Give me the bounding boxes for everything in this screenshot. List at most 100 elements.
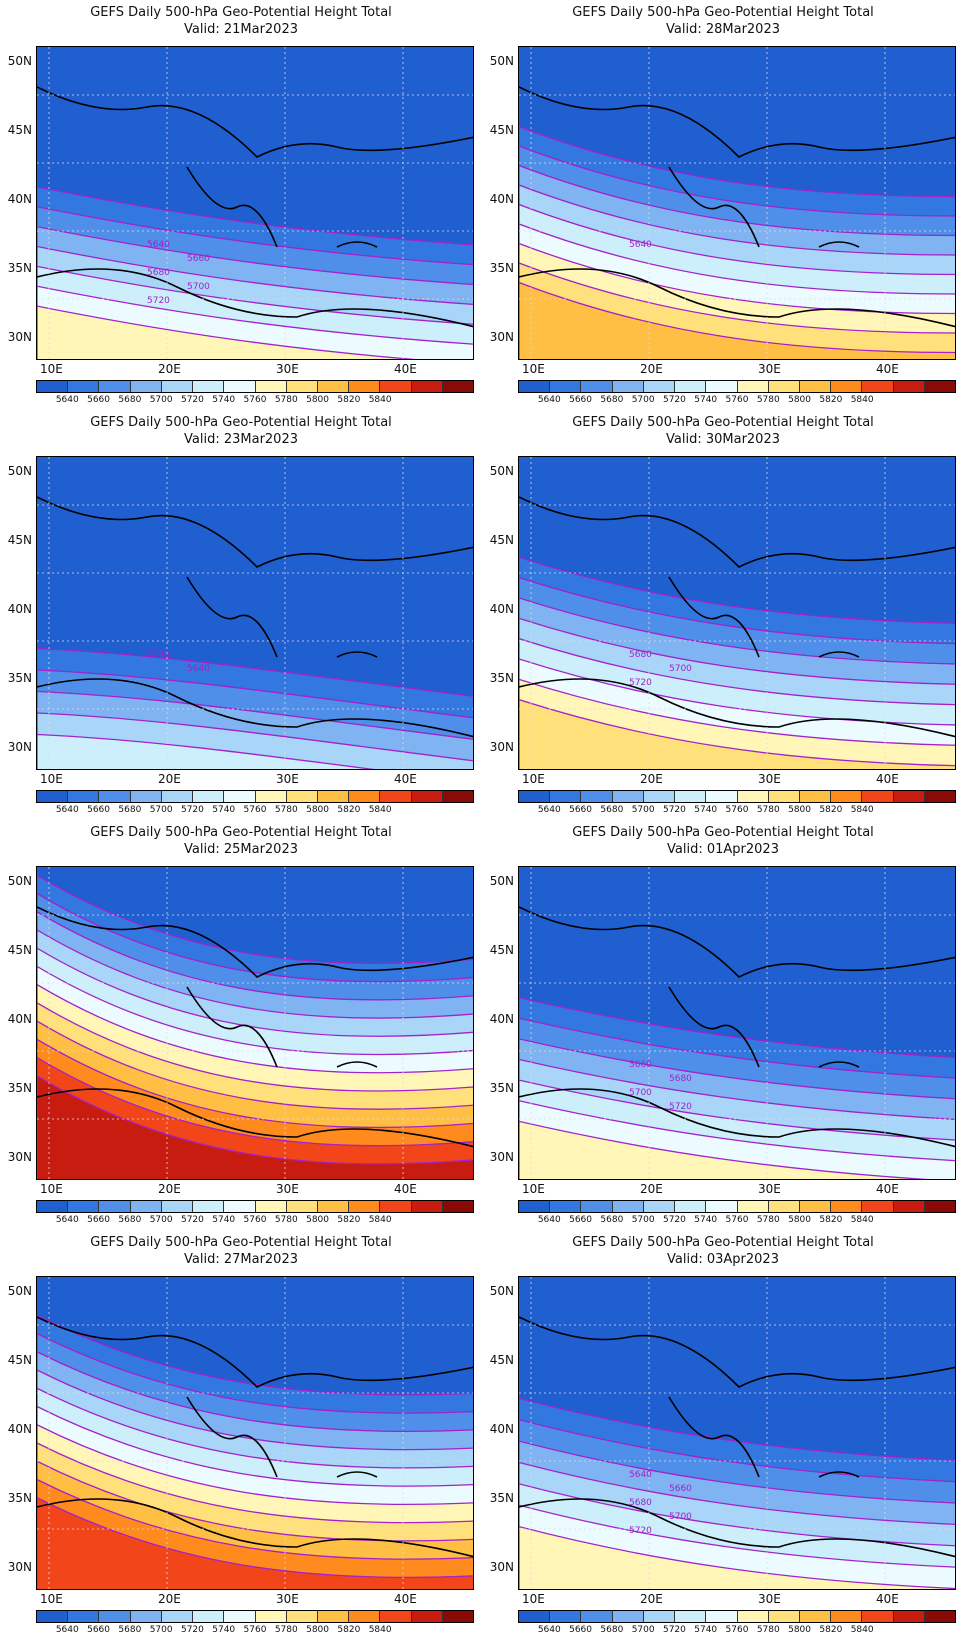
panel-valid-date: Valid: 30Mar2023 (666, 432, 780, 447)
color-bar-swatch (68, 381, 100, 392)
color-bar-swatch (442, 791, 474, 802)
color-bar-label: 5700 (149, 1625, 173, 1635)
color-bar-label: 5840 (850, 395, 874, 405)
color-bar-label: 5800 (788, 1215, 812, 1225)
longitude-label: 20E (640, 362, 663, 376)
color-bar-label: 5840 (368, 1215, 392, 1225)
color-bar-swatch (193, 1611, 225, 1622)
color-bar-label: 5660 (569, 1625, 593, 1635)
color-bar-swatch (161, 1201, 194, 1212)
color-bar-label: 5780 (274, 1625, 298, 1635)
color-bar-label: 5780 (756, 1625, 780, 1635)
color-bar-swatch (99, 381, 131, 392)
latitude-label: 50N (489, 464, 514, 478)
color-bar-label: 5740 (694, 1625, 718, 1635)
color-bar-swatch (68, 791, 100, 802)
panel-title: GEFS Daily 500-hPa Geo-Potential Height … (0, 4, 482, 38)
color-bar-label: 5740 (694, 1215, 718, 1225)
color-bar-label: 5700 (631, 1215, 655, 1225)
map-area: 5640 (518, 46, 956, 360)
longitude-label: 30E (758, 1592, 781, 1606)
color-bar-swatch (442, 1201, 474, 1212)
color-bar-swatch (737, 1201, 769, 1212)
panel-valid-date: Valid: 21Mar2023 (184, 22, 298, 37)
map-panel: GEFS Daily 500-hPa Geo-Potential Height … (0, 410, 482, 820)
latitude-label: 30N (489, 1150, 514, 1164)
color-bar-label: 5780 (274, 1215, 298, 1225)
longitude-label: 40E (394, 772, 417, 786)
panel-title: GEFS Daily 500-hPa Geo-Potential Height … (0, 414, 482, 448)
latitude-label: 35N (489, 1081, 514, 1095)
latitude-label: 45N (489, 533, 514, 547)
color-bar-swatch (224, 791, 256, 802)
color-bar-label: 5840 (850, 1215, 874, 1225)
map-area: 5640 5660 5680 5700 5720 (518, 1276, 956, 1590)
longitude-label: 40E (394, 362, 417, 376)
color-bar-swatch (442, 381, 474, 392)
latitude-label: 45N (7, 533, 32, 547)
field-band (37, 1075, 473, 1179)
color-bar-label: 5640 (537, 1215, 561, 1225)
coastline (519, 906, 955, 1148)
color-bar-label: 5800 (788, 1625, 812, 1635)
latitude-label: 35N (489, 671, 514, 685)
longitude-label: 30E (758, 362, 781, 376)
latitude-label: 45N (7, 943, 32, 957)
height-field (37, 1277, 473, 1589)
coastline (519, 1316, 955, 1558)
color-bar-swatch (37, 791, 69, 802)
color-bar-swatch (831, 791, 863, 802)
color-bar-label: 5660 (87, 1215, 111, 1225)
contour-label: 5660 (669, 1484, 692, 1494)
color-bar-label: 5840 (368, 1625, 392, 1635)
color-bar-swatch (37, 1201, 69, 1212)
contour-label: 5640 (629, 1470, 652, 1480)
latitude-label: 50N (489, 54, 514, 68)
color-bar-swatch (581, 381, 613, 392)
latitude-label: 40N (7, 1012, 32, 1026)
panel-title-text: GEFS Daily 500-hPa Geo-Potential Height … (90, 1235, 392, 1250)
longitude-label: 20E (158, 1182, 181, 1196)
color-bar-swatch (286, 1611, 318, 1622)
coastline (519, 496, 955, 738)
color-bar-label: 5740 (694, 805, 718, 815)
contour-label: 5720 (629, 678, 652, 688)
panel-title: GEFS Daily 500-hPa Geo-Potential Height … (482, 1234, 964, 1268)
field-band (37, 733, 375, 769)
contour-label: 5700 (669, 1512, 692, 1522)
color-bar-label: 5720 (662, 805, 686, 815)
latitude-label: 45N (7, 123, 32, 137)
color-bar-label: 5820 (819, 395, 843, 405)
color-bar-swatch (99, 1611, 131, 1622)
contour-label: 5720 (147, 296, 170, 306)
color-bar-swatch (161, 1611, 194, 1622)
color-bar-swatch (768, 1201, 800, 1212)
longitude-label: 40E (394, 1182, 417, 1196)
color-bar-swatch (193, 381, 225, 392)
color-bar-label: 5820 (819, 1625, 843, 1635)
color-bar-swatch (519, 791, 551, 802)
color-bar-swatch (862, 791, 894, 802)
color-bar-label: 5740 (694, 395, 718, 405)
color-bar-label: 5760 (725, 805, 749, 815)
latitude-label: 50N (7, 1284, 32, 1298)
panel-valid-date: Valid: 01Apr2023 (667, 842, 779, 857)
panel-valid-date: Valid: 03Apr2023 (667, 1252, 779, 1267)
color-bar-label: 5640 (55, 805, 79, 815)
color-bar (518, 380, 956, 393)
color-bar-swatch (193, 1201, 225, 1212)
panel-valid-date: Valid: 27Mar2023 (184, 1252, 298, 1267)
latitude-label: 50N (7, 464, 32, 478)
color-bar (518, 1610, 956, 1623)
color-bar-label: 5700 (149, 805, 173, 815)
color-bar-swatch (768, 791, 800, 802)
contour-label: 5640 (147, 240, 170, 250)
longitude-label: 20E (158, 1592, 181, 1606)
color-bar-swatch (893, 791, 925, 802)
map-area: 5640 5660 5680 5700 5720 (36, 46, 474, 360)
color-bar-swatch (768, 1611, 800, 1622)
color-bar-swatch (675, 1611, 707, 1622)
color-bar-label: 5840 (368, 395, 392, 405)
color-bar-label: 5800 (788, 805, 812, 815)
latitude-label: 50N (7, 54, 32, 68)
